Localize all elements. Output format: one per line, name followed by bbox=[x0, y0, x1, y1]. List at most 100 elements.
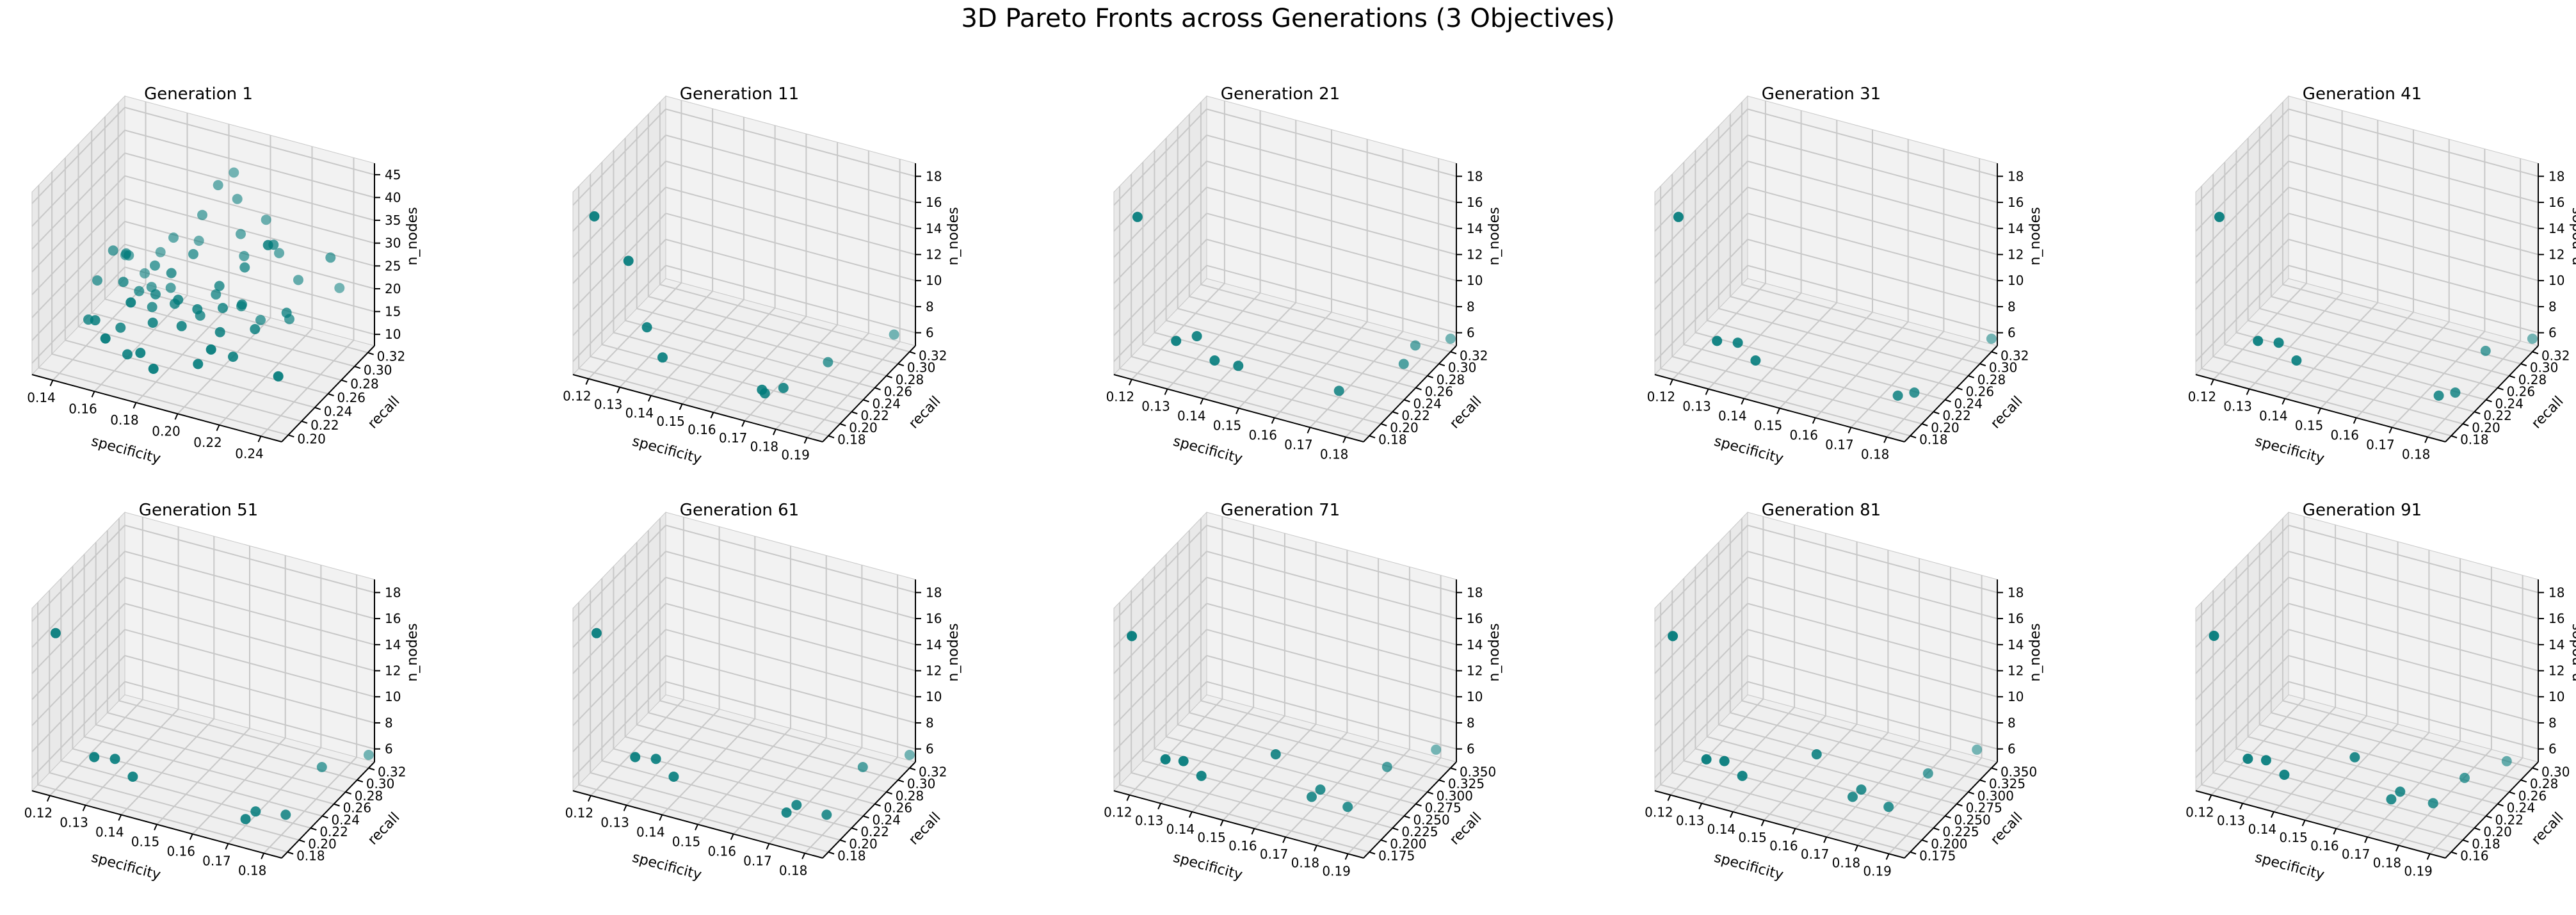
grid-y bbox=[601, 162, 852, 413]
x-axis-label: specificity bbox=[1712, 433, 1785, 467]
x-tick bbox=[1792, 828, 1796, 835]
grid-z bbox=[2195, 654, 2539, 752]
y-tick-label: 0.30 bbox=[2530, 360, 2559, 375]
z-tick-label: 6 bbox=[1467, 325, 1475, 341]
z-axis-label: n_nodes bbox=[1486, 207, 1502, 265]
z-tick-label: 40 bbox=[385, 190, 401, 205]
y-tick bbox=[368, 767, 375, 771]
x-tick bbox=[174, 413, 179, 420]
grid-y bbox=[2212, 590, 2463, 841]
data-point bbox=[791, 800, 802, 811]
x-tick bbox=[257, 435, 262, 442]
grid-x bbox=[1316, 567, 1410, 846]
x-tick bbox=[1128, 379, 1132, 385]
data-point bbox=[1883, 802, 1894, 813]
z-tick-label: 12 bbox=[2548, 663, 2564, 679]
grid-y bbox=[1188, 530, 1440, 781]
x-tick bbox=[1705, 389, 1709, 395]
x-tick bbox=[1344, 854, 1349, 860]
data-point bbox=[623, 255, 634, 266]
grid-y bbox=[91, 130, 342, 381]
grid-x bbox=[85, 526, 179, 806]
grid-y bbox=[2282, 518, 2533, 769]
x-tick bbox=[1164, 389, 1168, 395]
y-tick bbox=[851, 411, 858, 415]
z-tick-label: 18 bbox=[1467, 585, 1483, 600]
data-point bbox=[1398, 359, 1409, 369]
data-point bbox=[1270, 749, 1281, 759]
figure-title: 3D Pareto Fronts across Generations (3 O… bbox=[961, 4, 1614, 33]
x-tick-label: 0.16 bbox=[1789, 428, 1818, 443]
x-tick bbox=[1698, 803, 1703, 810]
data-point bbox=[147, 318, 158, 328]
y-tick-label: 0.175 bbox=[1919, 848, 1956, 864]
y-tick bbox=[828, 435, 835, 439]
z-tick-label: 6 bbox=[926, 741, 934, 757]
data-point bbox=[90, 315, 101, 326]
data-point bbox=[229, 167, 239, 178]
data-point bbox=[1132, 211, 1143, 222]
data-point bbox=[1381, 761, 1392, 772]
grid-x bbox=[49, 517, 143, 797]
z-tick-label: 18 bbox=[2548, 168, 2564, 184]
y-tick-label: 0.300 bbox=[1977, 788, 2014, 804]
grid-y bbox=[2258, 542, 2509, 793]
grid-y bbox=[1729, 530, 1981, 781]
x-tick bbox=[695, 824, 698, 830]
y-tick bbox=[886, 375, 893, 378]
x-tick-label: 0.13 bbox=[2217, 813, 2246, 829]
y-axis-line bbox=[1363, 761, 1457, 859]
grid-y bbox=[1660, 602, 1911, 853]
grid-z bbox=[1654, 629, 1998, 726]
grid-x bbox=[681, 125, 776, 405]
y-tick bbox=[1991, 767, 1998, 771]
y-tick-label: 0.26 bbox=[1966, 384, 1995, 400]
data-point bbox=[821, 809, 832, 820]
grid-x bbox=[1707, 110, 1802, 390]
grid-z bbox=[31, 243, 375, 341]
data-point bbox=[239, 250, 250, 261]
grid-z bbox=[572, 550, 916, 648]
x-tick-label: 0.18 bbox=[2402, 447, 2431, 462]
y-tick bbox=[298, 839, 305, 843]
z-tick-label: 10 bbox=[926, 273, 942, 288]
x-tick bbox=[730, 834, 734, 840]
x-tick-label: 0.16 bbox=[707, 844, 736, 859]
panel-grid: 0.140.160.180.200.220.240.200.220.240.26… bbox=[24, 85, 2576, 884]
x-tick-label: 0.16 bbox=[688, 422, 716, 437]
grid-y bbox=[117, 102, 368, 353]
y-axis-line bbox=[822, 761, 916, 859]
y-tick-label: 0.32 bbox=[2541, 348, 2570, 363]
z-tick-label: 45 bbox=[385, 167, 401, 182]
y-tick bbox=[2532, 351, 2539, 355]
grid-y bbox=[2270, 114, 2522, 365]
y-tick-label: 0.20 bbox=[2472, 420, 2500, 435]
z-tick-label: 10 bbox=[2548, 273, 2564, 288]
x-tick bbox=[1729, 811, 1734, 818]
grid-x bbox=[1131, 101, 1225, 380]
data-point bbox=[1811, 749, 1822, 759]
panel-title: Generation 31 bbox=[1762, 85, 1881, 104]
y-tick bbox=[322, 815, 328, 819]
data-point bbox=[134, 286, 145, 296]
grid-z bbox=[31, 603, 375, 700]
data-point bbox=[92, 275, 102, 286]
x-tick bbox=[216, 425, 220, 432]
grid-y bbox=[1683, 162, 1934, 413]
grid-x bbox=[2427, 158, 2522, 438]
data-point bbox=[1847, 791, 1858, 802]
grid-x bbox=[1129, 516, 1223, 796]
y-tick-label: 0.325 bbox=[1989, 776, 2025, 791]
data-point bbox=[239, 262, 250, 273]
x-tick bbox=[1282, 836, 1287, 843]
y-tick-label: 0.22 bbox=[860, 408, 889, 423]
y-tick bbox=[2451, 851, 2458, 855]
x-tick bbox=[1220, 820, 1224, 827]
x-tick-label: 0.16 bbox=[166, 844, 195, 859]
grid-y bbox=[1177, 126, 1428, 377]
y-tick bbox=[345, 791, 352, 795]
y-tick-label: 0.325 bbox=[1448, 776, 1485, 791]
y-tick-label: 0.22 bbox=[319, 824, 348, 839]
grid-z bbox=[1113, 550, 1457, 648]
